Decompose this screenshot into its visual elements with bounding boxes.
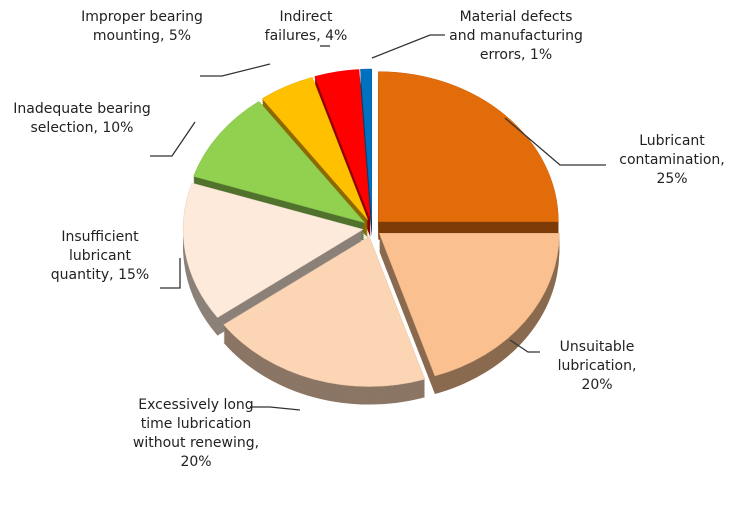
slice [182,182,364,318]
leader-line [250,406,301,411]
leader-line [160,258,181,289]
slice-label: Indirect failures, 4% [264,9,348,44]
slice [223,236,426,387]
slice [378,71,559,222]
slice-label: Lubricant contamination, 25% [619,133,725,187]
slice [314,69,371,220]
leader-line [371,34,445,59]
leader-line [150,121,196,157]
leader-line [200,63,271,77]
slice-label: Excessively long time lubrication withou… [132,397,260,470]
slice [261,77,369,221]
slice [193,101,366,224]
slice-label: Material defects and manufacturing error… [449,9,583,63]
slice-label: Inadequate bearing selection, 10% [13,101,151,136]
slice [378,233,560,377]
slice-label: Unsuitable lubrication, 20% [557,339,637,393]
leader-line [504,117,606,166]
slice-label: Insufficient lubricant quantity, 15% [50,229,150,283]
leader-line [509,339,540,353]
slice-label: Improper bearing mounting, 5% [81,9,203,44]
slice [360,68,372,220]
